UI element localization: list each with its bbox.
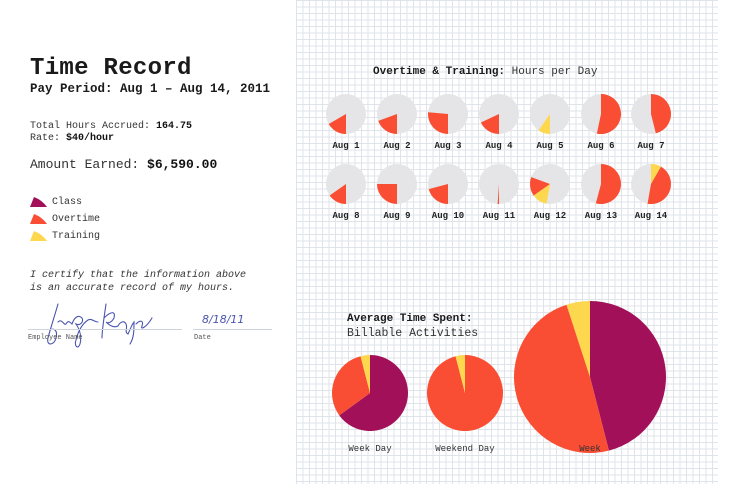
- day-label: Aug 1: [332, 141, 360, 151]
- date-label: Date: [194, 334, 211, 342]
- date-line: [193, 329, 272, 330]
- day-label: Aug 2: [383, 141, 411, 151]
- day-label: Aug 3: [434, 141, 462, 151]
- training-slice: [538, 114, 550, 134]
- rate: Rate: $40/hour: [30, 133, 114, 144]
- overtime-slice: [480, 114, 499, 134]
- summary-panel: Time Record Pay Period: Aug 1 – Aug 14, …: [0, 0, 296, 484]
- overtime-slice: [513, 304, 609, 454]
- day-label: Aug 14: [634, 211, 668, 221]
- certification-line-2: is an accurate record of my hours.: [30, 283, 235, 294]
- training-slice: [533, 184, 550, 204]
- training-wedge-icon: [30, 231, 47, 241]
- overtime-slice: [378, 114, 397, 134]
- total-hours-label: Total Hours Accrued:: [30, 121, 151, 132]
- daily-chart-title-bold: Overtime & Training:: [373, 66, 506, 78]
- day-label: Aug 11: [482, 211, 516, 221]
- legend-label: Training: [52, 231, 101, 242]
- overtime-slice: [377, 184, 397, 204]
- overtime-slice: [530, 177, 550, 196]
- rate-label: Rate:: [30, 133, 61, 144]
- overtime-slice: [428, 184, 448, 204]
- amount-value: $6,590.00: [147, 157, 218, 172]
- daily-chart-title-rest: Hours per Day: [505, 66, 598, 78]
- summary-chart-title: Average Time Spent:: [347, 313, 472, 325]
- training-slice: [651, 164, 661, 184]
- signature-image: [47, 303, 153, 348]
- rate-value: $40/hour: [66, 133, 115, 144]
- certification-line-1: I certify that the information above: [30, 270, 247, 281]
- overtime-slice: [497, 184, 499, 204]
- training-slice: [455, 355, 465, 393]
- day-label: Aug 5: [536, 141, 564, 151]
- amount-label: Amount Earned:: [30, 157, 140, 172]
- day-label: Aug 6: [587, 141, 615, 151]
- summary-pie-label: Weekend Day: [435, 444, 495, 454]
- overtime-slice: [328, 114, 346, 134]
- day-label: Aug 7: [637, 141, 665, 151]
- overtime-slice: [651, 94, 671, 134]
- page-title: Time Record: [30, 55, 192, 82]
- daily-chart-title: Overtime & Training: Hours per Day: [373, 66, 597, 78]
- amount-earned: Amount Earned: $6,590.00: [30, 157, 217, 172]
- employee-signature-line: [28, 329, 182, 330]
- day-label: Aug 8: [332, 211, 360, 221]
- total-hours: Total Hours Accrued: 164.75: [30, 121, 192, 132]
- class-slice: [590, 301, 667, 451]
- employee-name-label: Employee Name: [28, 334, 83, 342]
- training-slice: [360, 355, 370, 393]
- overtime-wedge-icon: [30, 214, 47, 224]
- overtime-slice: [596, 94, 621, 134]
- overtime-slice: [647, 166, 671, 204]
- overtime-slice: [332, 356, 370, 416]
- signed-date: 8/18/11: [202, 313, 245, 326]
- total-hours-value: 164.75: [156, 121, 193, 132]
- legend-label: Class: [52, 197, 83, 208]
- class-slice: [339, 355, 408, 431]
- day-label: Aug 4: [485, 141, 513, 151]
- certification-statement: I certify that the information above is …: [30, 269, 246, 295]
- legend-label: Overtime: [52, 214, 101, 225]
- summary-chart-subtitle: Billable Activities: [347, 327, 479, 340]
- day-label: Aug 13: [584, 211, 618, 221]
- pay-period: Pay Period: Aug 1 – Aug 14, 2011: [30, 82, 271, 96]
- summary-pie-label: Week Day: [348, 444, 392, 454]
- overtime-slice: [595, 164, 622, 204]
- summary-chart-title-bold: Average Time Spent:: [347, 313, 473, 325]
- day-label: Aug 12: [533, 211, 567, 221]
- overtime-slice: [427, 355, 504, 431]
- training-slice: [566, 301, 590, 377]
- overtime-slice: [428, 112, 448, 134]
- day-label: Aug 10: [431, 211, 465, 221]
- day-label: Aug 9: [383, 211, 411, 221]
- class-wedge-icon: [30, 197, 47, 207]
- overtime-slice: [329, 184, 346, 204]
- summary-pie-label: Week: [579, 444, 601, 454]
